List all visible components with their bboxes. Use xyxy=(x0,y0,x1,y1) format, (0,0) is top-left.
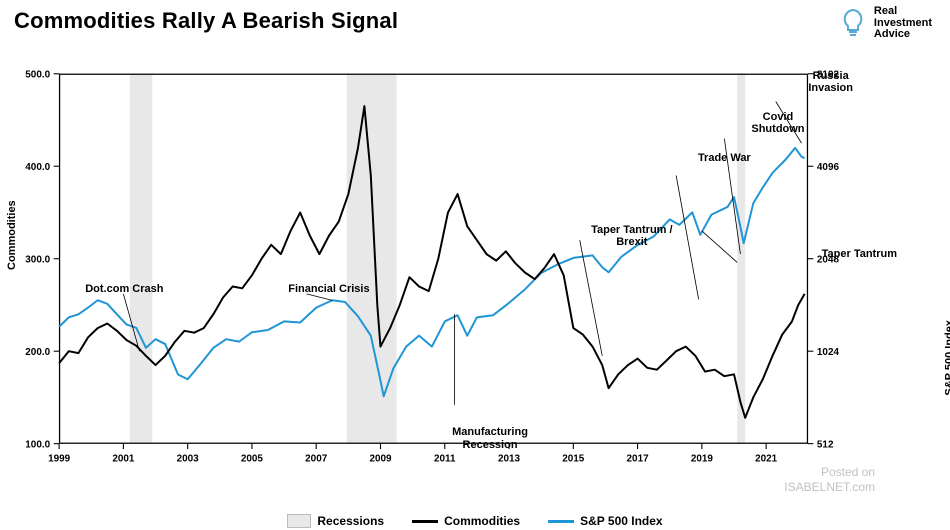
svg-text:2003: 2003 xyxy=(177,454,200,465)
annotation-label: Taper Tantrum xyxy=(822,248,897,261)
svg-text:2013: 2013 xyxy=(498,454,521,465)
brand-line-3: Advice xyxy=(874,29,932,41)
legend: Recessions Commodities S&P 500 Index xyxy=(0,514,950,528)
annotation-label: Dot.com Crash xyxy=(85,283,163,296)
svg-text:512: 512 xyxy=(817,439,834,450)
chart-title: Commodities Rally A Bearish Signal xyxy=(14,8,398,34)
svg-text:2005: 2005 xyxy=(241,454,264,465)
svg-text:400.0: 400.0 xyxy=(25,162,50,173)
brand-logo: Real Investment Advice xyxy=(838,6,932,41)
svg-text:2019: 2019 xyxy=(691,454,714,465)
legend-label: Recessions xyxy=(317,514,384,528)
annotation-label: ManufacturingRecession xyxy=(452,426,528,451)
lightbulb-icon xyxy=(838,8,868,38)
legend-label: Commodities xyxy=(444,514,520,528)
legend-label: S&P 500 Index xyxy=(580,514,663,528)
svg-text:4096: 4096 xyxy=(817,162,840,173)
chart-container: Commodities Rally A Bearish Signal Real … xyxy=(0,0,950,530)
annotation-label: Financial Crisis xyxy=(288,283,369,296)
svg-text:500.0: 500.0 xyxy=(25,69,50,80)
svg-text:2001: 2001 xyxy=(112,454,135,465)
svg-text:2021: 2021 xyxy=(755,454,778,465)
legend-swatch xyxy=(412,520,438,523)
watermark-line-1: Posted on xyxy=(821,465,875,479)
brand-text: Real Investment Advice xyxy=(874,6,932,41)
annotation-label: Trade War xyxy=(698,152,751,165)
legend-item-commodities: Commodities xyxy=(412,514,520,528)
svg-text:2017: 2017 xyxy=(627,454,650,465)
svg-text:2007: 2007 xyxy=(305,454,328,465)
svg-text:2009: 2009 xyxy=(369,454,392,465)
annotation-label: CovidShutdown xyxy=(751,111,804,136)
svg-text:2015: 2015 xyxy=(562,454,585,465)
svg-text:200.0: 200.0 xyxy=(25,347,50,358)
legend-swatch xyxy=(548,520,574,523)
annotation-label: RussiaInvasion xyxy=(808,70,853,95)
watermark-line-2: ISABELNET.com xyxy=(784,480,875,494)
chart-svg: 1999 2001 2003 2005 2007 2009 2011 2013 2015 2017… xyxy=(14,50,844,490)
brand-line-1: Real xyxy=(874,6,932,18)
svg-text:1999: 1999 xyxy=(48,454,71,465)
svg-text:300.0: 300.0 xyxy=(25,254,50,265)
annotation-label: Taper Tantrum /Brexit xyxy=(591,224,673,249)
svg-text:100.0: 100.0 xyxy=(25,439,50,450)
svg-text:2011: 2011 xyxy=(434,454,456,465)
legend-swatch xyxy=(287,514,311,528)
y-right-label: S&P 500 Index xyxy=(944,320,950,396)
svg-text:1024: 1024 xyxy=(817,347,840,358)
watermark: Posted on ISABELNET.com xyxy=(784,465,875,494)
legend-item-sp500: S&P 500 Index xyxy=(548,514,663,528)
legend-item-recessions: Recessions xyxy=(287,514,384,528)
